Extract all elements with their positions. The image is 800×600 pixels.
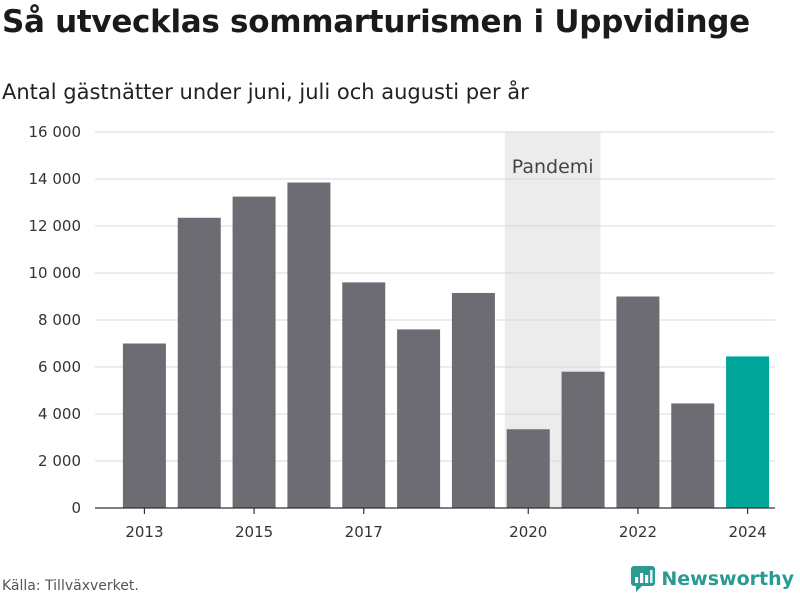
bar-2017 <box>342 282 386 508</box>
bar-2014 <box>177 217 221 508</box>
bar-2022 <box>616 296 660 508</box>
bar-2013 <box>122 343 166 508</box>
y-tick-label: 14 000 <box>29 170 82 188</box>
x-tick-label: 2017 <box>345 523 383 541</box>
y-tick-label: 10 000 <box>29 264 82 282</box>
bar-chart-logo-icon <box>631 566 656 592</box>
x-tick-label: 2013 <box>125 523 163 541</box>
bar-layer <box>122 182 770 508</box>
axis-layer: 0 2 000 4 000 6 000 8 000 10 000 12 000 14 000 1… <box>29 123 775 541</box>
y-tick-label: 8 000 <box>38 311 81 329</box>
pandemic-label: Pandemi <box>512 156 594 178</box>
brand-name: Newsworthy <box>661 568 794 590</box>
bar-2016 <box>287 182 331 508</box>
bar-2021 <box>561 371 605 508</box>
bar-2015 <box>232 196 276 508</box>
y-tick-label: 6 000 <box>38 358 81 376</box>
x-tick-label: 2020 <box>509 523 547 541</box>
brand-logo[interactable]: Newsworthy <box>631 566 794 592</box>
x-tick-label: 2015 <box>235 523 273 541</box>
chart-subtitle: Antal gästnätter under juni, juli och au… <box>2 80 529 104</box>
y-tick-label: 2 000 <box>38 452 81 470</box>
y-tick-label: 0 <box>71 499 81 517</box>
bar-2018 <box>397 329 441 508</box>
source-note: Källa: Tillväxverket. <box>2 578 139 594</box>
x-tick-label: 2022 <box>619 523 657 541</box>
chart-title: Så utvecklas sommarturismen i Uppvidinge <box>2 4 750 40</box>
bar-2023 <box>671 403 715 508</box>
x-tick-label: 2024 <box>728 523 766 541</box>
bar-2020 <box>506 429 550 508</box>
y-tick-label: 4 000 <box>38 405 81 423</box>
bar-2024 <box>726 356 770 508</box>
y-tick-label: 16 000 <box>29 123 82 141</box>
y-tick-label: 12 000 <box>29 217 82 235</box>
bar-2019 <box>451 292 495 508</box>
